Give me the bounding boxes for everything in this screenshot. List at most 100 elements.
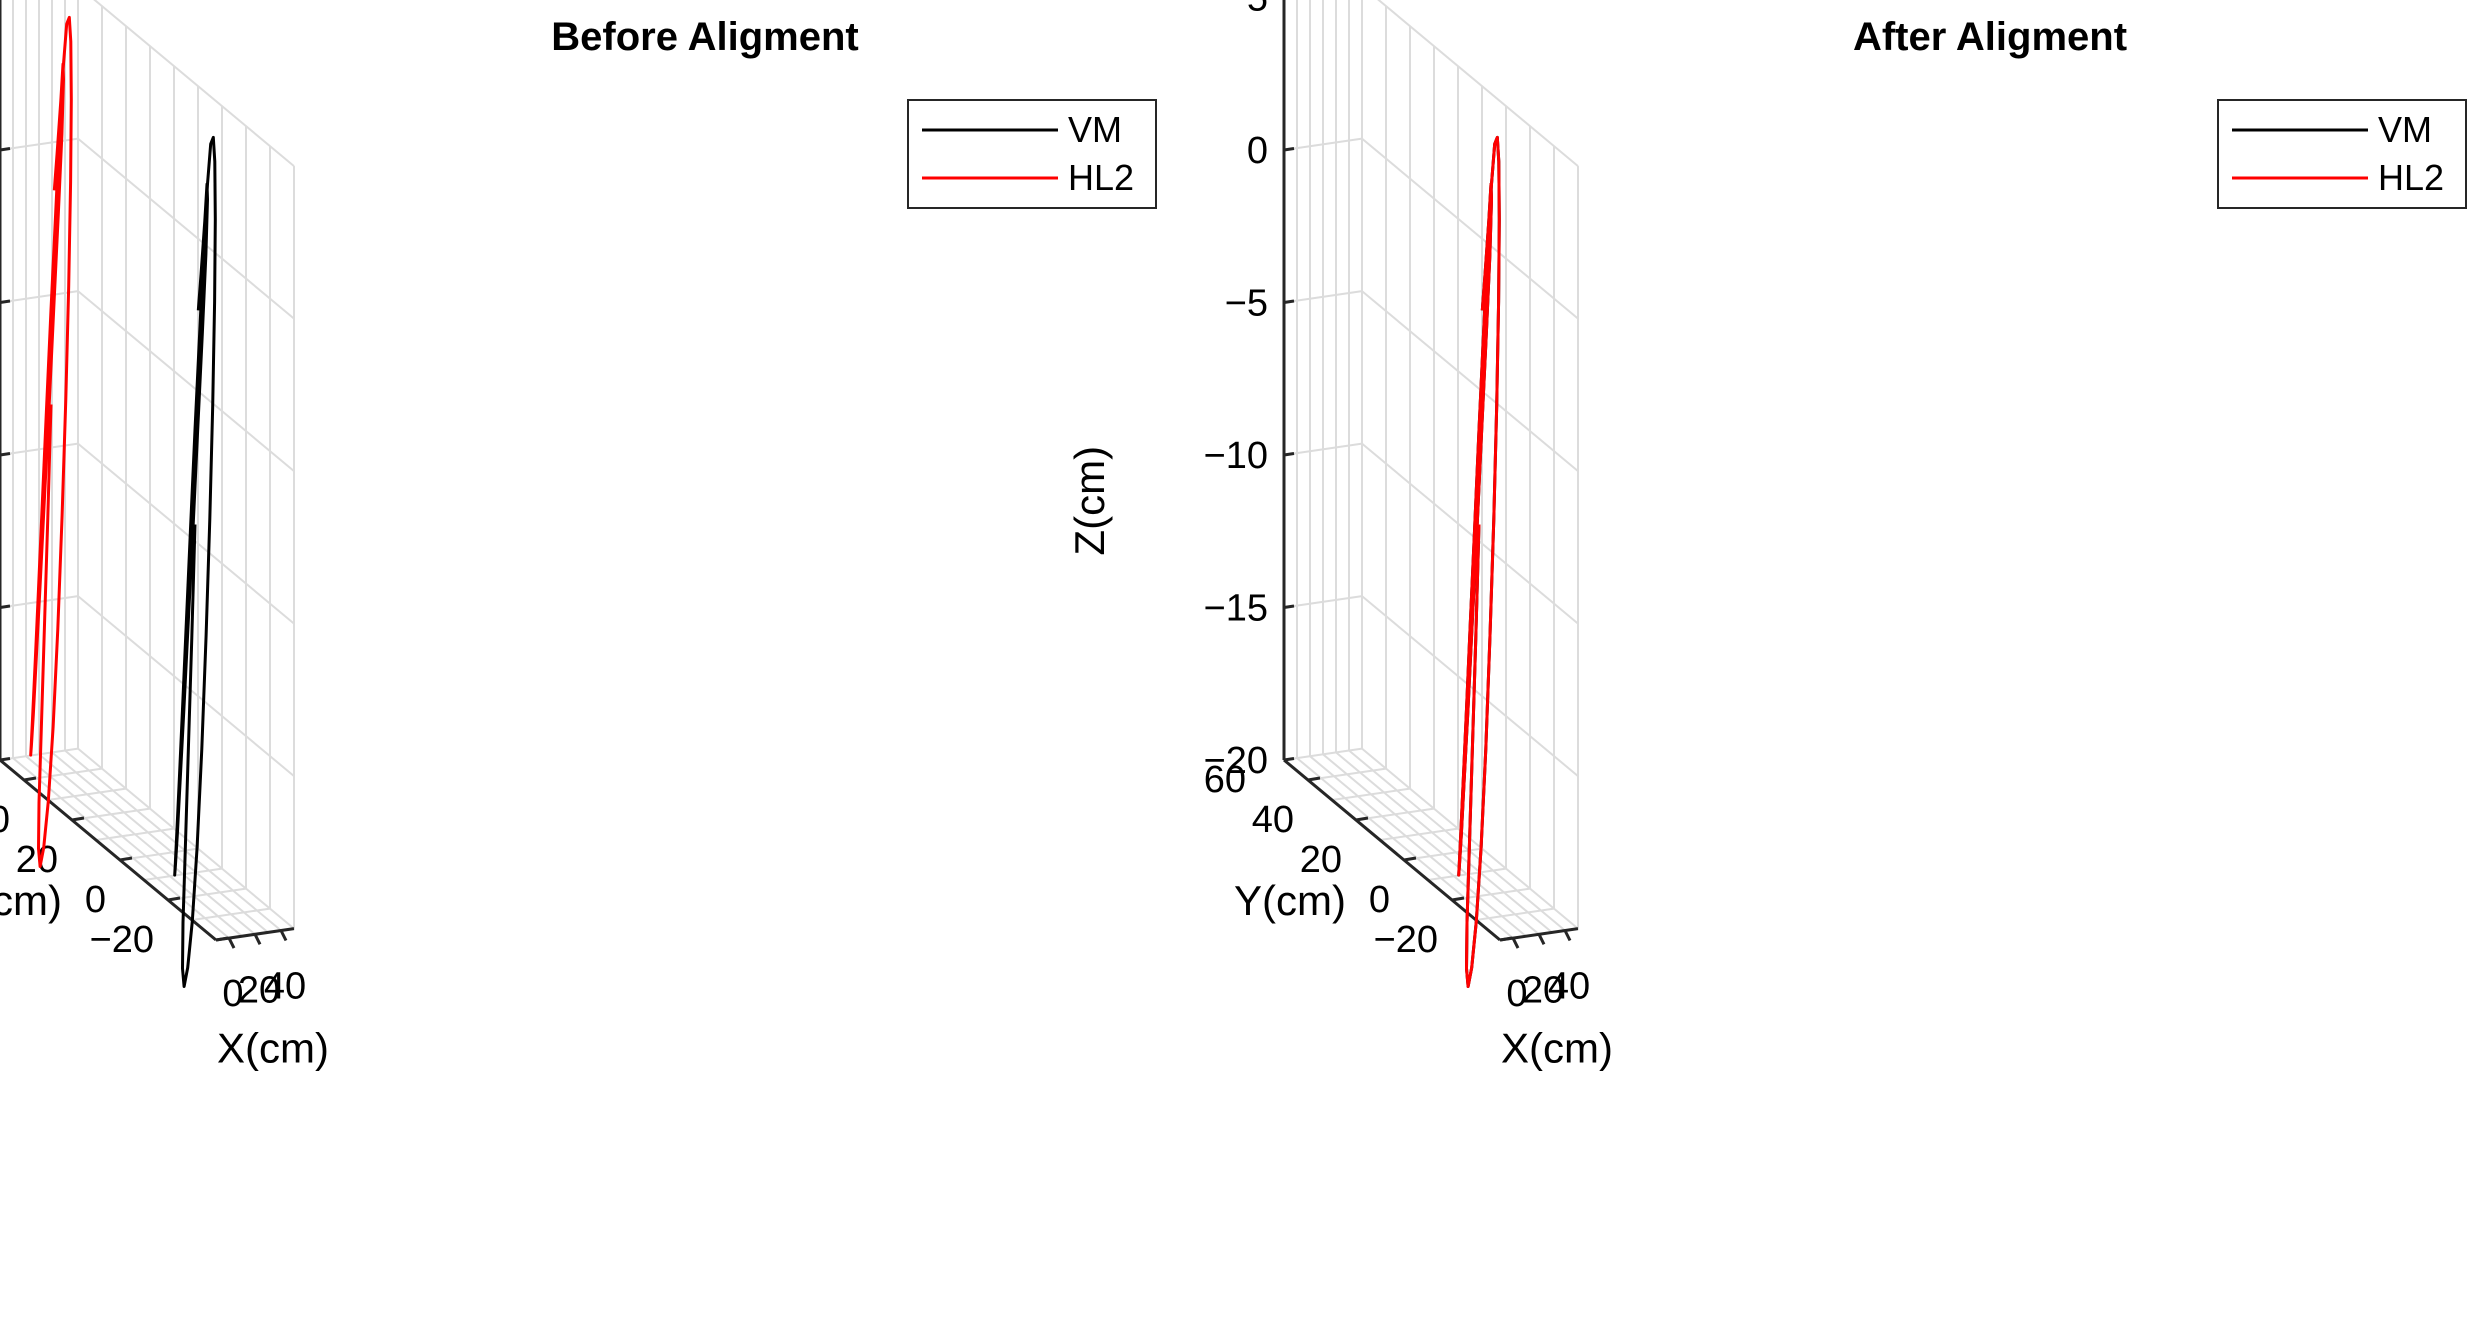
- chart-title: Before Aligment: [551, 15, 858, 59]
- legend-box: [907, 99, 1157, 209]
- gridline-floor-x: [64, 749, 282, 932]
- x-tick-label: 40: [264, 966, 306, 1008]
- x-tick-label: 0: [1506, 973, 1527, 1015]
- gridline-floor-y: [167, 887, 247, 901]
- z-tick-mark: [1283, 299, 1295, 304]
- legend-label-hl2: HL2: [2378, 157, 2444, 198]
- legend-label-vm: VM: [1068, 109, 1122, 150]
- gridline-floor-x: [1309, 755, 1527, 937]
- y-tick-label: 0: [1369, 879, 1390, 921]
- gridline-floor-y: [1475, 907, 1555, 921]
- z-tick-mark: [0, 452, 11, 457]
- y-tick-mark: [23, 776, 37, 782]
- gridline-side-z: [77, 137, 295, 320]
- gridline-floor-y: [47, 787, 127, 801]
- z-tick-mark: [1283, 147, 1295, 152]
- y-tick-mark: [215, 936, 229, 942]
- gridline-side-z: [1377, 0, 1579, 167]
- panel-before-alignment: −20−15−10−505−20020406002040Z(cm)Y(cm)X(…: [0, 0, 1157, 1071]
- y-axis-label: Y(cm): [0, 877, 62, 924]
- x-axis-label: X(cm): [1501, 1024, 1613, 1071]
- x-tick-mark: [1511, 937, 1520, 949]
- gridline-floor-y: [191, 907, 271, 921]
- z-tick-mark: [0, 604, 11, 609]
- x-tick-label: 0: [222, 973, 243, 1015]
- gridline-floor-y: [71, 807, 151, 821]
- x-tick-label: 20: [238, 969, 280, 1011]
- y-tick-label: 0: [85, 879, 106, 921]
- gridline-floor-y: [1379, 827, 1459, 841]
- y-tick-label: 20: [1300, 839, 1342, 881]
- legend: VM HL2: [2217, 99, 2467, 209]
- y-tick-label: −20: [90, 919, 154, 961]
- legend-label-hl2: HL2: [1068, 157, 1134, 198]
- gridline-side-z: [1361, 442, 1579, 625]
- x-tick-mark: [227, 937, 236, 949]
- gridline-floor-x: [51, 751, 269, 934]
- z-tick-label: 5: [1247, 0, 1268, 20]
- y-tick-label: 20: [16, 839, 58, 881]
- y-tick-mark: [167, 896, 181, 902]
- z-axis-label: Z(cm): [1066, 446, 1113, 556]
- gridline-side-z: [77, 442, 295, 625]
- gridline-side-z: [1361, 137, 1579, 320]
- gridline-side-z: [77, 290, 295, 472]
- x-tick-label: 20: [1522, 969, 1564, 1011]
- gridline-back-z: [1283, 442, 1363, 456]
- gridline-floor-y: [1427, 867, 1507, 881]
- z-tick-label: −5: [1225, 283, 1268, 325]
- legend: VM HL2: [907, 99, 1157, 209]
- y-tick-label: −20: [1374, 919, 1438, 961]
- legend-label-vm: VM: [2378, 109, 2432, 150]
- gridline-back-z: [1283, 290, 1363, 304]
- y-tick-mark: [1307, 776, 1321, 782]
- z-tick-label: −15: [1204, 588, 1268, 630]
- z-tick-label: 0: [1247, 130, 1268, 172]
- gridline-floor-y: [23, 767, 103, 781]
- x-tick-label: 40: [1548, 966, 1590, 1008]
- y-tick-mark: [1355, 816, 1369, 822]
- gridline-floor-x: [1322, 753, 1540, 936]
- z-tick-mark: [0, 147, 11, 152]
- y-tick-label: 40: [0, 799, 10, 841]
- gridline-floor-y: [143, 867, 223, 881]
- y-tick-mark: [1451, 896, 1465, 902]
- z-tick-mark: [0, 299, 11, 304]
- y-axis-line: [0, 758, 217, 942]
- gridline-side-z: [1361, 290, 1579, 472]
- y-tick-mark: [1403, 856, 1417, 862]
- y-tick-mark: [71, 816, 85, 822]
- y-tick-mark: [119, 856, 133, 862]
- gridline-back-z: [1283, 137, 1363, 151]
- z-tick-mark: [1283, 757, 1295, 762]
- gridline-floor-y: [1331, 787, 1411, 801]
- y-axis-label: Y(cm): [1234, 877, 1346, 924]
- x-tick-mark: [279, 929, 288, 942]
- x-axis-label: X(cm): [217, 1024, 329, 1071]
- gridline-back-z: [1283, 595, 1363, 609]
- x-tick-mark: [1563, 929, 1572, 942]
- y-tick-label: 60: [1204, 759, 1246, 801]
- gridline-back-z: [0, 137, 79, 151]
- y-tick-label: 40: [1252, 799, 1294, 841]
- gridline-floor-x: [1348, 749, 1566, 932]
- panel-after-alignment: −20−15−10−505−20020406002040Z(cm)Y(cm)X(…: [1066, 0, 2467, 1071]
- gridline-side-z: [93, 0, 295, 167]
- z-tick-label: −20: [1204, 740, 1268, 782]
- z-tick-label: −10: [1204, 435, 1268, 477]
- z-tick-mark: [1283, 452, 1295, 457]
- x-tick-mark: [253, 933, 262, 945]
- chart-title: After Aligment: [1853, 15, 2127, 59]
- gridline-floor-y: [95, 827, 175, 841]
- z-tick-mark: [0, 757, 11, 762]
- gridline-floor-x: [1335, 751, 1553, 934]
- gridline-floor-y: [1355, 807, 1435, 821]
- gridline-floor-x: [38, 753, 256, 936]
- legend-box: [2217, 99, 2467, 209]
- series-hl2-line: [1457, 135, 1501, 988]
- gridline-back-z: [0, 290, 79, 304]
- series-hl2-line: [29, 15, 73, 868]
- y-tick-mark: [1499, 936, 1513, 942]
